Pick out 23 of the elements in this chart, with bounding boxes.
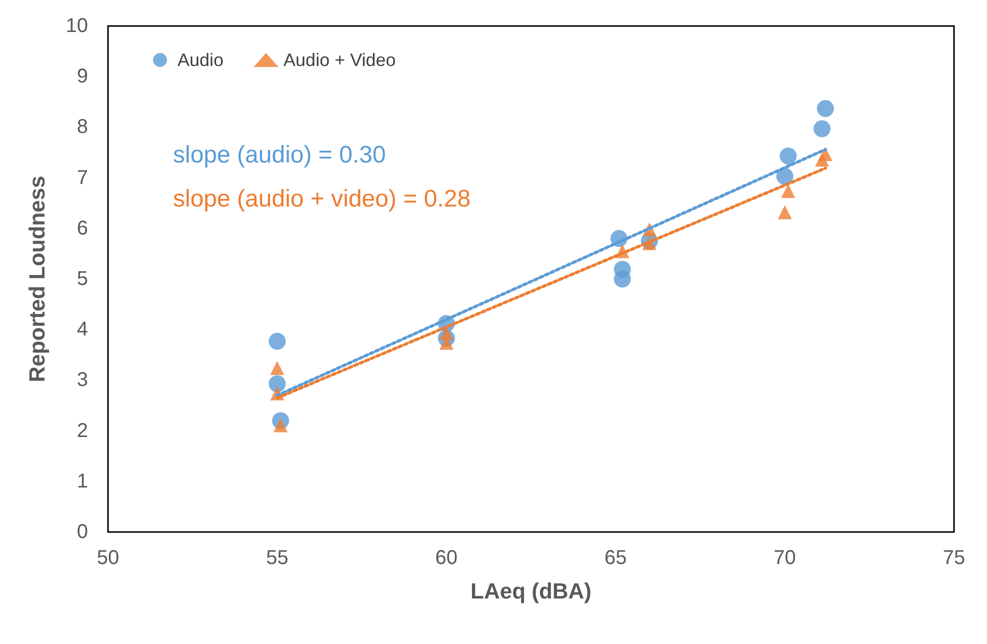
x-axis-title: LAeq (dBA) [470,578,592,604]
legend-label: Audio [178,50,224,70]
y-tick-label: 0 [76,521,88,543]
y-axis-title: Reported Loudness [24,176,50,382]
x-tick-label: 60 [435,547,458,569]
y-tick-label: 9 [76,66,88,88]
y-tick-label: 2 [76,420,88,442]
x-tick-label: 55 [266,547,288,569]
annotation: slope (audio) = 0.30 [173,142,386,168]
x-tick-label: 50 [96,547,120,569]
x-tick-label: 75 [942,547,966,569]
x-tick-label: 70 [774,547,796,569]
y-tick-label: 8 [76,116,88,138]
y-tick-label: 3 [76,369,88,392]
x-tick-label: 65 [604,547,627,569]
y-tick-label: 1 [76,470,88,492]
y-tick-label: 6 [76,217,88,240]
y-tick-label: 7 [76,166,88,189]
y-tick-label: 4 [76,318,88,341]
legend-label: Audio + Video [284,50,396,70]
y-tick-label: 5 [76,268,88,290]
y-tick-label: 10 [66,15,88,37]
annotation: slope (audio + video) = 0.28 [173,186,471,212]
